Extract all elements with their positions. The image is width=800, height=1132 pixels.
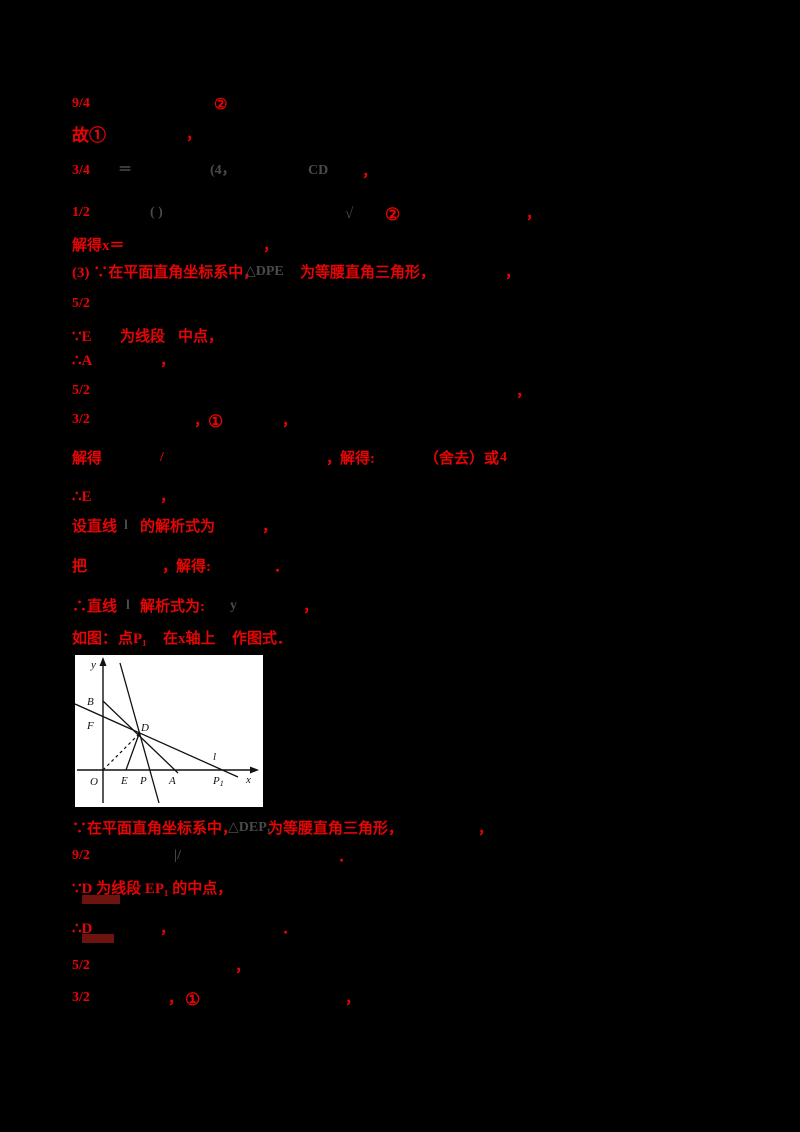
text-segment: l: [126, 598, 130, 613]
text-segment: ．: [282, 921, 298, 937]
text-segment: 4: [500, 450, 507, 465]
label-line-l: l: [213, 751, 216, 763]
text-segment: ②: [214, 97, 228, 113]
label-point-F: F: [86, 720, 94, 732]
text-segment: ，: [303, 599, 319, 615]
segment-ED: [125, 733, 140, 771]
y-axis-arrow-icon: [99, 657, 107, 666]
text-segment: 1/2: [72, 205, 90, 220]
text-segment: ，: [262, 519, 278, 535]
text-segment: ，: [478, 821, 494, 837]
text-segment: 作图式．: [232, 631, 293, 647]
text-segment: ，: [526, 206, 542, 222]
text-segment: ，: [235, 959, 251, 975]
text-segment: ∴E: [72, 489, 92, 505]
text-segment: 把: [72, 559, 88, 575]
text-segment: ＝: [118, 163, 132, 178]
text-segment: 解得:: [176, 559, 211, 575]
text-segment: ，: [194, 413, 210, 429]
text-segment: ①: [208, 412, 224, 431]
text-segment: ．: [338, 849, 354, 865]
text-segment: ∵在平面直角坐标系中，: [72, 821, 238, 837]
label-point-P1: P1: [212, 775, 224, 788]
geometry-figure: y x O B F D E P A P1 l: [75, 655, 263, 807]
text-segment: △DPE: [245, 264, 284, 279]
text-segment: ，: [160, 489, 176, 505]
text-segment: (3) ∵在平面直角坐标系中，: [72, 265, 259, 281]
text-segment: 在x轴上: [163, 631, 216, 647]
highlight-bar: [82, 934, 114, 943]
text-segment: y: [230, 598, 237, 613]
text-segment: /: [160, 450, 164, 465]
label-point-P: P: [139, 775, 147, 787]
label-origin: O: [90, 776, 98, 788]
text-segment: 设直线: [72, 519, 118, 535]
text-segment: 解得x＝: [72, 238, 125, 254]
text-segment: ，: [162, 559, 178, 575]
text-segment: ，: [345, 991, 361, 1007]
text-segment: l: [124, 518, 128, 533]
label-point-B: B: [87, 696, 94, 708]
line-l-FDP1: [75, 703, 239, 778]
text-segment: 解得:: [340, 451, 375, 467]
text-segment: √: [345, 206, 354, 222]
text-segment: ，: [282, 413, 298, 429]
text-segment: △DEP₁: [228, 820, 271, 835]
text-segment: ，: [505, 265, 521, 281]
text-segment: ∵D 为线段 EP₁ 的中点，: [72, 881, 233, 897]
text-segment: 3/2: [72, 990, 90, 1005]
point-D-dot: [137, 732, 141, 736]
text-segment: 如图：: [72, 631, 118, 647]
text-segment: 5/2: [72, 958, 90, 973]
text-segment: 5/2: [72, 383, 90, 398]
text-segment: 3/4: [72, 163, 90, 178]
text-segment: ①: [185, 990, 201, 1009]
text-segment: 解得: [72, 451, 103, 467]
text-segment: ，: [263, 238, 279, 254]
text-segment: ，: [160, 921, 176, 937]
text-segment: ，: [362, 164, 378, 180]
label-x-axis: x: [245, 774, 251, 786]
text-segment: ，: [186, 127, 202, 143]
text-segment: ，: [516, 384, 532, 400]
text-segment: ．: [274, 559, 290, 575]
text-segment: 解析式为:: [140, 599, 205, 615]
text-segment: CD: [308, 163, 329, 178]
text-segment: 9/2: [72, 848, 90, 863]
text-segment: 3/2: [72, 412, 90, 427]
text-segment: ∴直线: [72, 599, 118, 615]
text-segment: 点P₁: [118, 631, 147, 647]
label-y-axis: y: [90, 659, 96, 671]
label-point-D: D: [140, 722, 149, 734]
x-axis-arrow-icon: [250, 766, 259, 774]
text-segment: ∵E: [72, 329, 92, 345]
text-segment: ∴A: [72, 353, 93, 369]
text-segment: ( ): [150, 205, 163, 220]
text-segment: 中点，: [178, 329, 224, 345]
text-segment: 的解析式为: [140, 519, 216, 535]
text-segment: ，: [326, 451, 342, 467]
text-segment: |/: [174, 848, 181, 863]
text-segment: 9/4: [72, 96, 90, 111]
text-segment: （舍去）或: [424, 451, 500, 467]
text-segment: 为线段: [120, 329, 166, 345]
coordinate-diagram: y x O B F D E P A P1 l: [75, 657, 259, 804]
text-segment: 为等腰直角三角形，: [300, 265, 436, 281]
text-segment: (4，: [210, 163, 236, 178]
text-segment: 故①: [72, 126, 106, 145]
text-segment: ②: [385, 205, 401, 224]
text-segment: 5/2: [72, 296, 90, 311]
label-point-E: E: [120, 775, 128, 787]
text-segment: ∴D: [72, 921, 93, 937]
label-point-A: A: [168, 775, 176, 787]
dashed-OD: [102, 733, 140, 771]
text-segment: ，: [168, 991, 184, 1007]
highlight-bar: [82, 895, 120, 904]
text-segment: ，: [160, 353, 176, 369]
text-segment: 为等腰直角三角形，: [268, 821, 404, 837]
